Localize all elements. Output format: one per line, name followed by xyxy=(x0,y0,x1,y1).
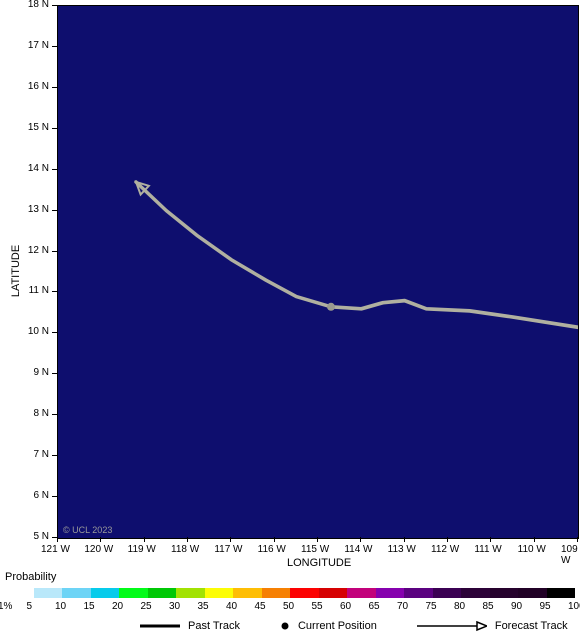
current-position-icon xyxy=(280,621,290,631)
legend-forecast-label: Forecast Track xyxy=(495,620,568,632)
forecast-track-icon xyxy=(417,620,487,632)
legend-current-label: Current Position xyxy=(298,620,377,632)
probability-colorbar xyxy=(5,588,575,598)
track-chart: © UCL 2023 5 N6 N7 N8 N9 N10 N11 N12 N13… xyxy=(0,0,580,639)
plot-area: © UCL 2023 xyxy=(57,5,579,539)
copyright-text: © UCL 2023 xyxy=(63,525,112,535)
track-svg xyxy=(58,6,578,538)
probability-label: Probability xyxy=(5,571,56,583)
legend-row: Past Track Current Position Forecast Tra… xyxy=(140,620,568,632)
past-track-icon xyxy=(140,621,180,631)
legend-past-label: Past Track xyxy=(188,620,240,632)
y-axis-label: LATITUDE xyxy=(10,245,22,297)
x-axis-label: LONGITUDE xyxy=(287,557,351,569)
